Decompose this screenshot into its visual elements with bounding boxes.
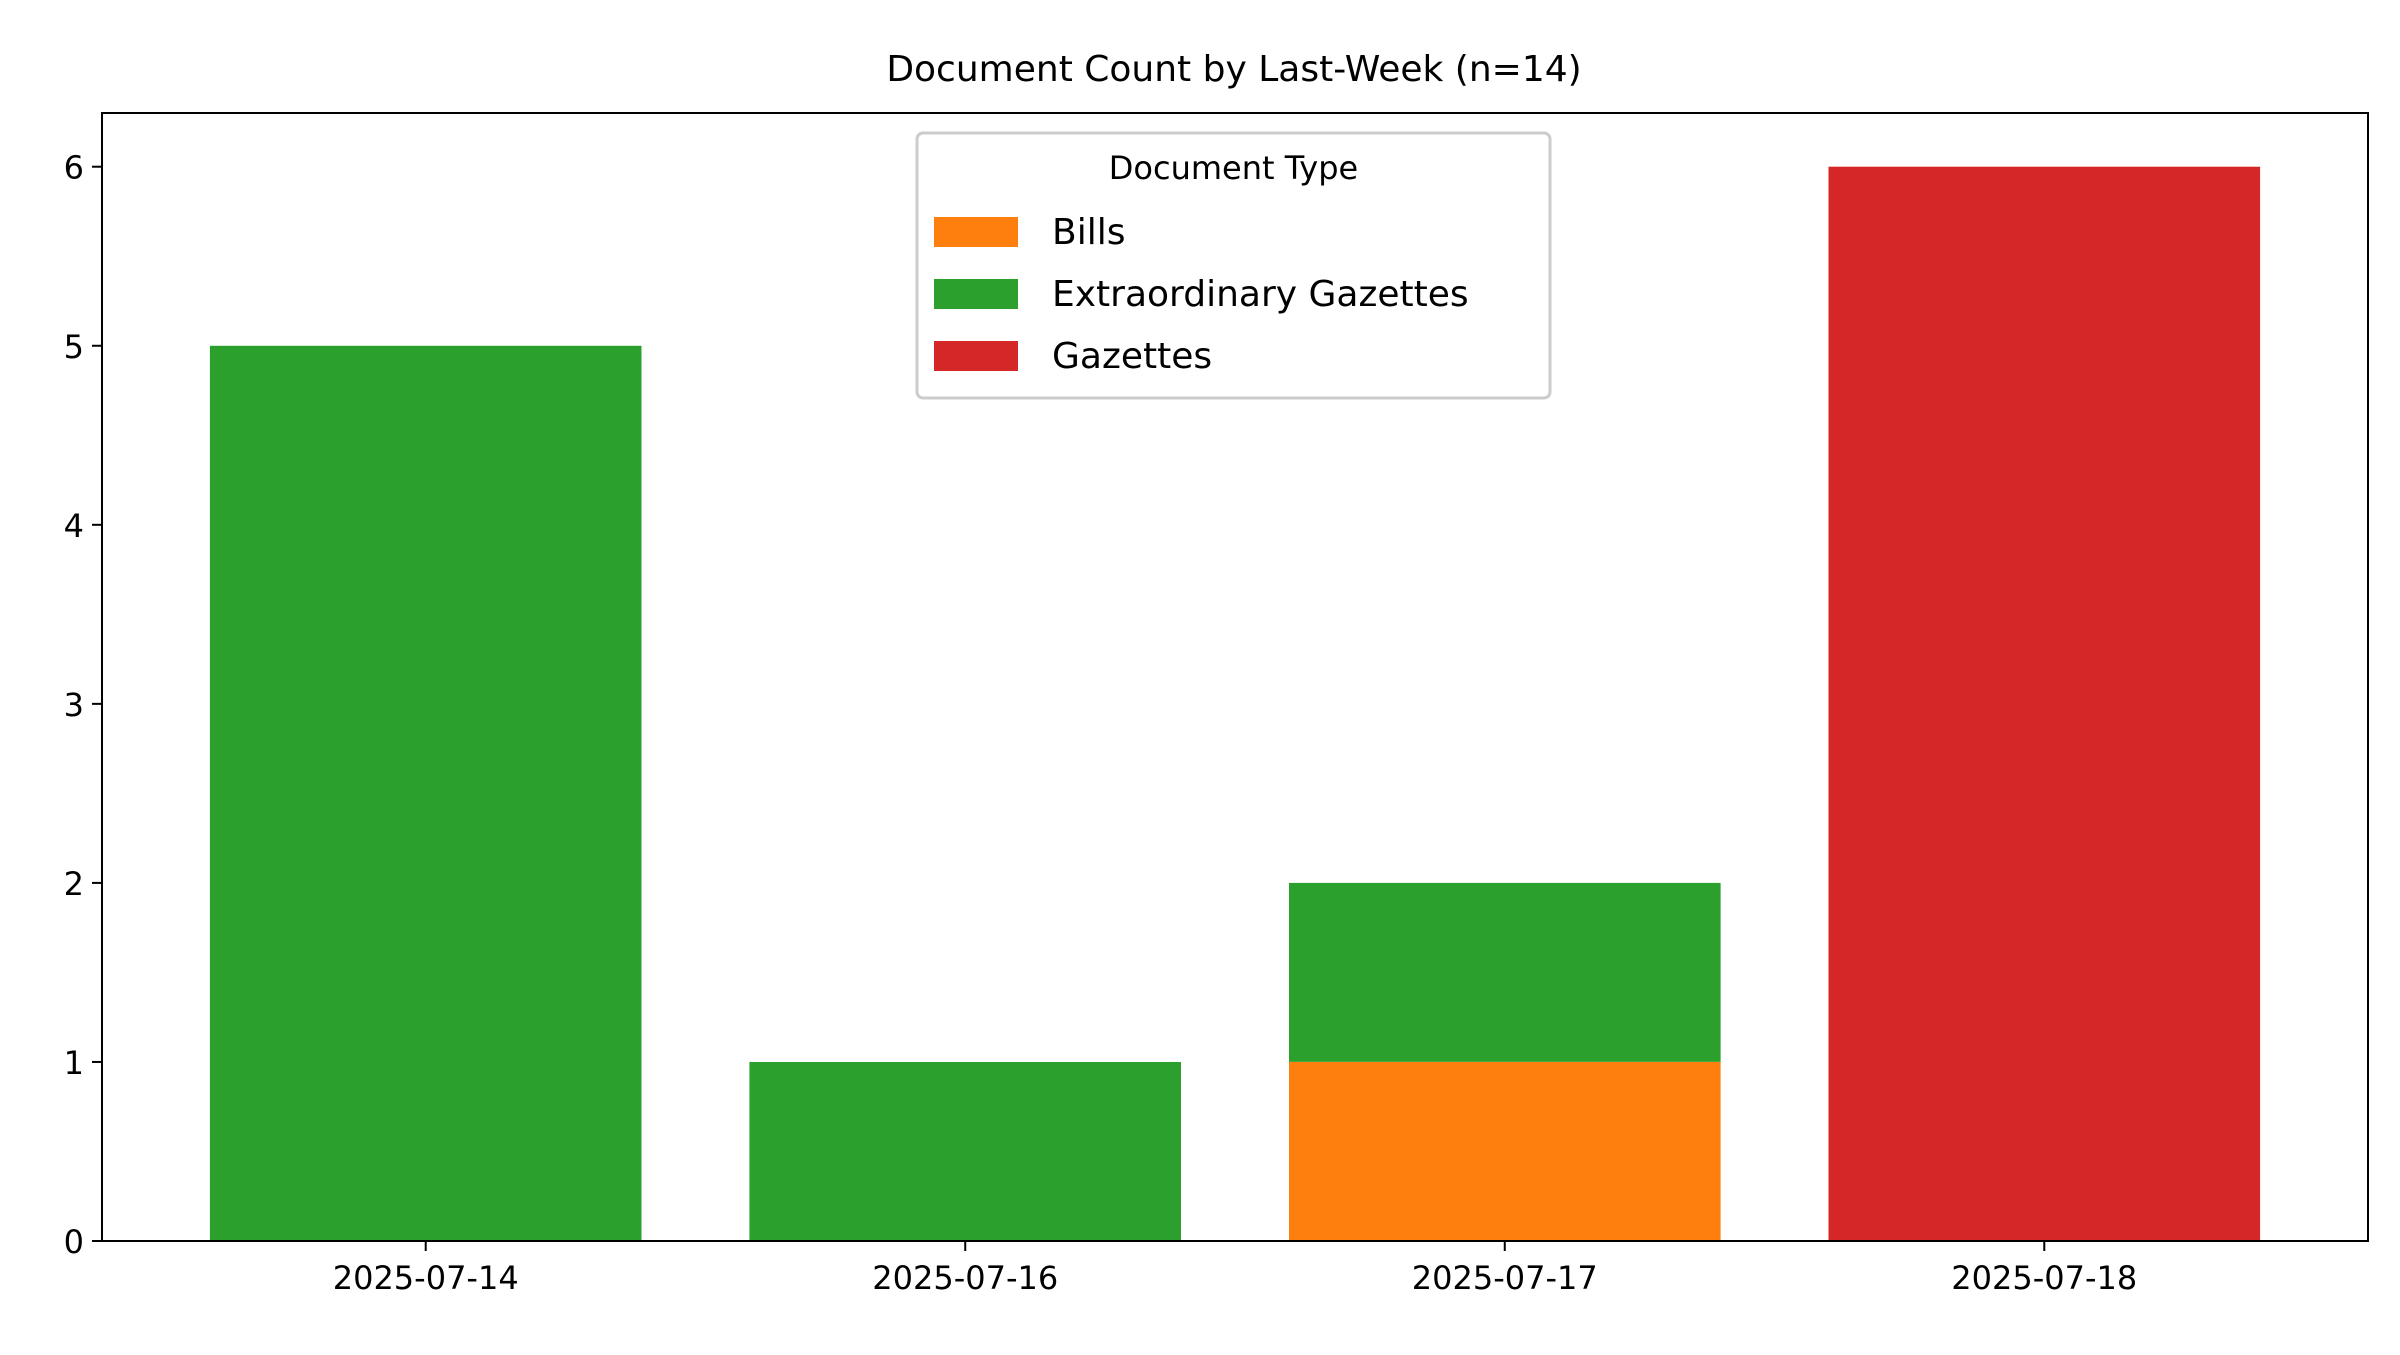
bar-extraordinary-gazettes-2025-07-16 bbox=[749, 1062, 1181, 1241]
bar-extraordinary-gazettes-2025-07-17 bbox=[1289, 882, 1721, 1062]
x-tick-label: 2025-07-17 bbox=[1412, 1259, 1598, 1297]
bar-extraordinary-gazettes-2025-07-14 bbox=[209, 345, 642, 1241]
plot-frame bbox=[101, 112, 2369, 1242]
y-tick-label: 2 bbox=[64, 865, 84, 903]
legend-box bbox=[915, 131, 1552, 400]
bar-bills-2025-07-17 bbox=[1289, 1062, 1721, 1241]
x-tick-label: 2025-07-14 bbox=[333, 1259, 519, 1297]
legend-swatch bbox=[934, 217, 1018, 247]
legend: Document Type Bills Extraordinary Gazettes… bbox=[915, 131, 1552, 400]
axes-layer: 0 1 2 3 4 5 6 2025-07-14 2025-07-16 2025-07-17 202… bbox=[64, 112, 2369, 1297]
legend-title: Document Type bbox=[1109, 149, 1358, 187]
y-tick-label: 6 bbox=[64, 149, 84, 187]
bar-gazettes-2025-07-18 bbox=[1828, 166, 2261, 1242]
y-tick-label: 0 bbox=[64, 1223, 84, 1261]
y-tick-label: 4 bbox=[64, 507, 84, 545]
y-tick-label: 1 bbox=[64, 1044, 84, 1082]
legend-label: Extraordinary Gazettes bbox=[1052, 274, 1469, 315]
x-tick-label: 2025-07-16 bbox=[872, 1259, 1058, 1297]
y-tick-label: 3 bbox=[64, 686, 84, 724]
y-tick-label: 5 bbox=[64, 328, 84, 366]
chart-title: Document Count by Last-Week (n=14) bbox=[886, 49, 1581, 90]
legend-label: Gazettes bbox=[1052, 336, 1212, 377]
x-tick-label: 2025-07-18 bbox=[1951, 1259, 2137, 1297]
legend-label: Bills bbox=[1052, 212, 1125, 253]
legend-swatch bbox=[934, 279, 1018, 309]
legend-swatch bbox=[934, 341, 1018, 371]
bars-layer bbox=[209, 166, 2261, 1242]
